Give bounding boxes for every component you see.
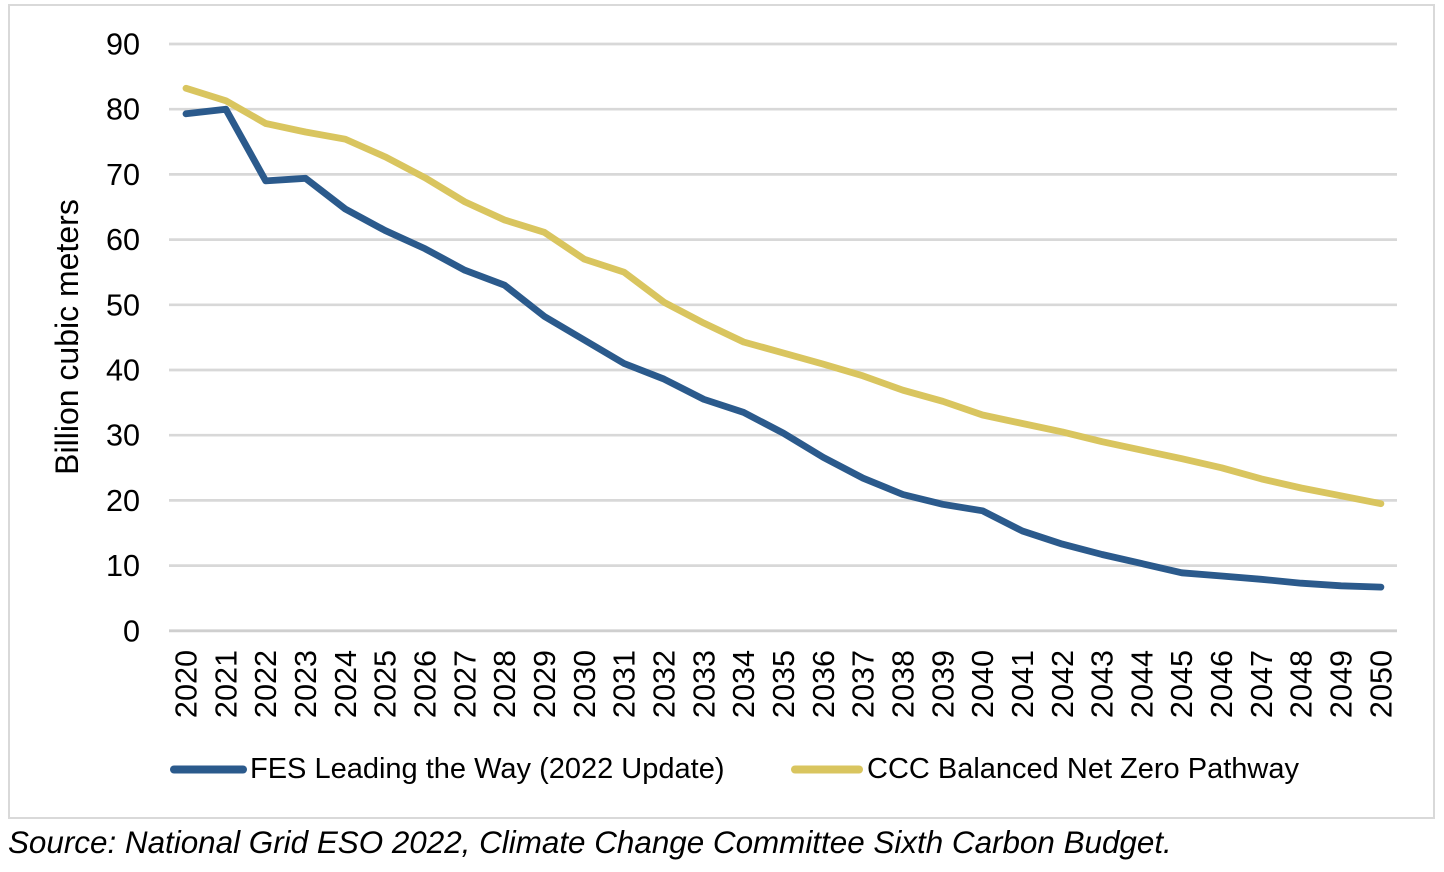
svg-text:2030: 2030 <box>568 650 602 718</box>
svg-text:Source: National Grid ESO 2022: Source: National Grid ESO 2022, Climate … <box>8 825 1172 860</box>
svg-text:2021: 2021 <box>209 650 243 718</box>
svg-text:2024: 2024 <box>329 650 363 718</box>
svg-text:80: 80 <box>106 93 140 127</box>
svg-text:90: 90 <box>106 28 140 62</box>
svg-text:30: 30 <box>106 419 140 453</box>
svg-text:2045: 2045 <box>1165 650 1199 718</box>
svg-text:2026: 2026 <box>409 650 443 718</box>
svg-text:Billion cubic meters: Billion cubic meters <box>49 199 85 475</box>
svg-text:2048: 2048 <box>1285 650 1319 718</box>
svg-text:2040: 2040 <box>966 650 1000 718</box>
svg-text:2043: 2043 <box>1086 650 1120 718</box>
svg-text:2031: 2031 <box>608 650 642 718</box>
svg-text:2047: 2047 <box>1245 650 1279 718</box>
svg-text:2046: 2046 <box>1205 650 1239 718</box>
svg-text:2029: 2029 <box>528 650 562 718</box>
svg-text:2034: 2034 <box>727 650 761 718</box>
svg-text:2033: 2033 <box>687 650 721 718</box>
svg-text:2025: 2025 <box>369 650 403 718</box>
svg-text:70: 70 <box>106 158 140 192</box>
svg-text:2044: 2044 <box>1125 650 1159 718</box>
svg-text:2028: 2028 <box>488 650 522 718</box>
svg-text:50: 50 <box>106 288 140 322</box>
svg-text:CCC Balanced Net Zero Pathway: CCC Balanced Net Zero Pathway <box>867 753 1299 785</box>
svg-text:2023: 2023 <box>289 650 323 718</box>
svg-text:2039: 2039 <box>926 650 960 718</box>
svg-text:2049: 2049 <box>1325 650 1359 718</box>
svg-text:2020: 2020 <box>170 650 204 718</box>
svg-text:10: 10 <box>106 549 140 583</box>
svg-text:0: 0 <box>123 614 140 648</box>
svg-text:60: 60 <box>106 223 140 257</box>
svg-text:2041: 2041 <box>1006 650 1040 718</box>
svg-text:20: 20 <box>106 484 140 518</box>
svg-text:2027: 2027 <box>448 650 482 718</box>
svg-text:FES Leading the Way (2022 Upda: FES Leading the Way (2022 Update) <box>250 753 724 785</box>
svg-text:2050: 2050 <box>1364 650 1398 718</box>
svg-text:2037: 2037 <box>847 650 881 718</box>
svg-text:2022: 2022 <box>249 650 283 718</box>
svg-text:40: 40 <box>106 354 140 388</box>
svg-text:2042: 2042 <box>1046 650 1080 718</box>
svg-text:2038: 2038 <box>886 650 920 718</box>
svg-text:2032: 2032 <box>648 650 682 718</box>
svg-text:2035: 2035 <box>767 650 801 718</box>
svg-text:2036: 2036 <box>807 650 841 718</box>
